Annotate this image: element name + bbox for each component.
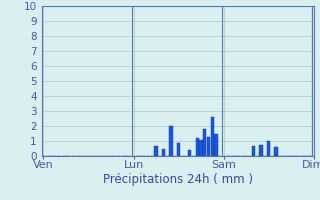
Bar bbox=[252, 146, 255, 156]
Bar bbox=[177, 142, 180, 156]
Bar bbox=[211, 117, 214, 156]
Bar bbox=[162, 149, 165, 156]
Bar bbox=[207, 137, 210, 156]
Bar bbox=[188, 150, 191, 156]
Bar bbox=[267, 141, 270, 156]
X-axis label: Précipitations 24h ( mm ): Précipitations 24h ( mm ) bbox=[103, 173, 252, 186]
Bar bbox=[274, 147, 278, 156]
Bar bbox=[214, 134, 218, 156]
Bar bbox=[169, 126, 173, 156]
Bar bbox=[260, 145, 263, 156]
Bar bbox=[203, 129, 206, 156]
Bar bbox=[199, 140, 203, 156]
Bar bbox=[196, 138, 199, 156]
Bar bbox=[154, 146, 158, 156]
